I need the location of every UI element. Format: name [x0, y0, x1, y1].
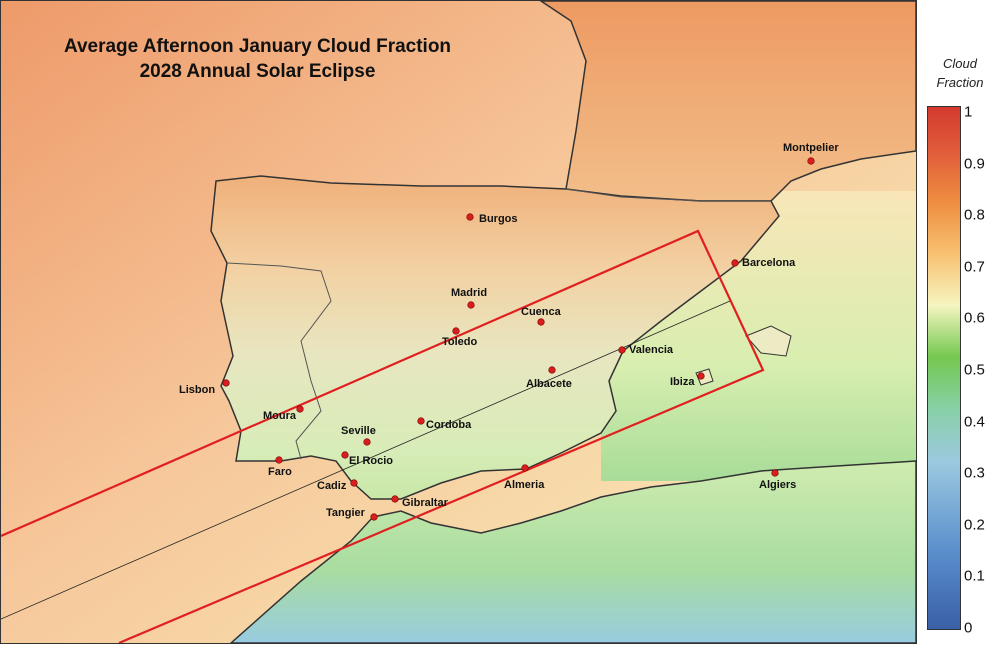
colorbar-tick: 0.8 — [964, 206, 985, 224]
city-marker-toledo — [452, 327, 460, 335]
eclipse-centerline — [1, 300, 731, 620]
city-label-ibiza: Ibiza — [670, 376, 695, 388]
city-marker-cuenca — [537, 318, 545, 326]
colorbar-tick: 0.7 — [964, 258, 985, 276]
city-label-cordoba: Cordoba — [426, 419, 472, 431]
city-label-moura: Moura — [263, 410, 297, 422]
pyrenees-border — [565, 188, 771, 202]
city-marker-cadiz — [350, 479, 358, 487]
portugal-border — [226, 262, 332, 460]
africa-landmass — [229, 460, 916, 643]
city-label-el-rocio: El Rocio — [349, 455, 393, 467]
city-marker-faro — [275, 456, 283, 464]
colorbar-tick: 0.9 — [964, 155, 985, 173]
city-marker-almeria — [521, 464, 529, 472]
city-marker-tangier — [370, 513, 378, 521]
legend-title-line1: Cloud — [943, 56, 977, 71]
colorbar-tick: 1 — [964, 103, 973, 121]
city-marker-el-rocio — [341, 451, 349, 459]
city-marker-lisbon — [222, 379, 230, 387]
colorbar-tick: 0 — [964, 619, 973, 637]
city-label-albacete: Albacete — [526, 378, 572, 390]
city-marker-barcelona — [731, 259, 739, 267]
city-label-montpelier: Montpelier — [783, 142, 839, 154]
city-label-madrid: Madrid — [451, 287, 487, 299]
colorbar-tick: 0.5 — [964, 361, 985, 379]
cloud-fraction-map: Burgos Madrid Cuenca Toledo Valencia Albacete… — [0, 0, 917, 644]
city-label-barcelona: Barcelona — [742, 257, 796, 269]
city-label-faro: Faro — [268, 466, 292, 478]
colorbar-tick: 0.6 — [964, 309, 985, 327]
city-label-burgos: Burgos — [479, 213, 518, 225]
city-label-tangier: Tangier — [326, 507, 366, 519]
city-label-valencia: Valencia — [629, 344, 674, 356]
colorbar-tick: 0.4 — [964, 413, 985, 431]
city-marker-madrid — [467, 301, 475, 309]
city-label-toledo: Toledo — [442, 336, 478, 348]
city-marker-moura — [296, 405, 304, 413]
city-marker-ibiza — [697, 372, 705, 380]
legend-title-line2: Fraction — [936, 75, 984, 90]
colorbar-tick: 0.1 — [964, 567, 985, 585]
colorbar-tick: 0.3 — [964, 464, 985, 482]
city-marker-algiers — [771, 469, 779, 477]
mallorca-island — [745, 325, 792, 357]
city-label-seville: Seville — [341, 425, 376, 437]
legend-title: Cloud Fraction — [920, 54, 1000, 92]
map-title-line2: 2028 Annual Solar Eclipse — [139, 61, 376, 82]
city-marker-burgos — [466, 213, 474, 221]
city-label-gibraltar: Gibraltar — [402, 497, 449, 509]
city-marker-montpelier — [807, 157, 815, 165]
colorbar — [927, 106, 961, 630]
city-marker-gibraltar — [391, 495, 399, 503]
city-marker-albacete — [548, 366, 556, 374]
city-label-algiers: Algiers — [759, 479, 796, 491]
city-marker-seville — [363, 438, 371, 446]
city-label-cadiz: Cadiz — [317, 480, 347, 492]
city-marker-cordoba — [417, 417, 425, 425]
city-label-lisbon: Lisbon — [179, 384, 215, 396]
colorbar-tick: 0.2 — [964, 516, 985, 534]
map-title-line1: Average Afternoon January Cloud Fraction — [63, 36, 452, 57]
city-label-cuenca: Cuenca — [521, 306, 562, 318]
city-marker-valencia — [618, 346, 626, 354]
eclipse-path — [1, 229, 765, 643]
city-label-almeria: Almeria — [504, 479, 545, 491]
